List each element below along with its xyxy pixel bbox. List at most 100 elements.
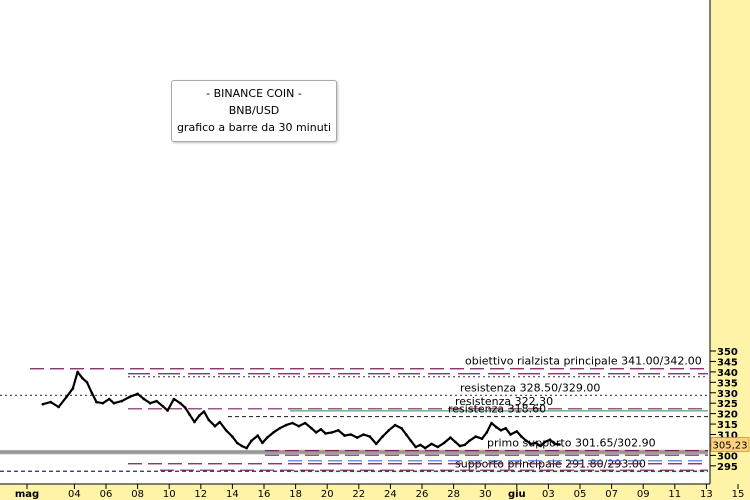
price-layer (41, 370, 561, 450)
price-point-45 (303, 421, 307, 425)
price-point-64 (414, 445, 418, 449)
price-point-85 (525, 439, 528, 443)
y-tick-label-340: 340 (717, 368, 738, 379)
price-point-6 (81, 376, 84, 380)
price-point-71 (453, 440, 457, 444)
price-point-52 (343, 434, 346, 437)
price-point-32 (231, 435, 234, 438)
price-point-25 (193, 420, 196, 424)
price-point-15 (136, 392, 139, 396)
price-point-63 (409, 439, 413, 443)
x-tick-label-0: mag (15, 489, 39, 500)
price-point-70 (449, 436, 452, 439)
price-point-31 (224, 429, 228, 432)
x-tick-label-22: 15 (732, 489, 745, 500)
price-point-27 (202, 410, 206, 413)
price-point-22 (179, 401, 182, 405)
x-tick-label-20: 11 (668, 489, 681, 500)
level-label-3: resistenza 318.60 (448, 403, 546, 416)
price-point-54 (355, 436, 359, 439)
level-label-4: primo supporto 301.65/302.90 (487, 437, 656, 450)
price-point-4 (71, 387, 75, 390)
levels-layer: obiettivo rialzista principale 341.00/34… (0, 355, 708, 472)
x-tick-label-4: 10 (163, 489, 176, 500)
chart-title-line-1: - BINANCE COIN - (206, 87, 302, 100)
chart-title-line-3: grafico a barre da 30 minuti (176, 121, 332, 134)
x-tick-label-6: 14 (226, 489, 239, 500)
price-point-55 (362, 433, 365, 436)
x-tick-label-14: 30 (479, 489, 492, 500)
level-label-2: resistenza 322.30 (455, 395, 553, 408)
price-point-66 (423, 446, 427, 450)
level-label-0: obiettivo rialzista principale 341.00/34… (465, 355, 702, 368)
price-point-28 (207, 418, 210, 422)
price-point-29 (213, 424, 217, 428)
price-point-73 (463, 443, 467, 447)
x-tick-label-9: 20 (321, 489, 334, 500)
price-point-76 (480, 437, 484, 441)
price-point-43 (291, 421, 294, 425)
y-tick-label-345: 345 (717, 357, 738, 368)
price-point-20 (166, 409, 169, 412)
x-tick-label-21: 13 (700, 489, 713, 500)
price-point-39 (265, 436, 269, 439)
price-point-60 (393, 423, 397, 427)
x-tick-label-17: 05 (574, 489, 587, 500)
price-point-50 (330, 431, 334, 434)
y-tick-label-310: 310 (717, 431, 738, 442)
price-point-48 (319, 428, 323, 431)
price-point-90 (548, 438, 552, 442)
x-tick-label-11: 24 (384, 489, 397, 500)
x-tick-label-1: 04 (68, 489, 81, 500)
x-tick-label-19: 09 (637, 489, 650, 500)
price-point-84 (520, 435, 523, 438)
price-point-14 (128, 395, 131, 399)
x-tick-label-3: 08 (131, 489, 144, 500)
price-point-88 (539, 444, 542, 448)
price-point-23 (183, 406, 187, 409)
price-point-92 (558, 443, 561, 446)
price-point-2 (57, 405, 60, 409)
price-point-1 (49, 400, 52, 404)
x-tick-label-2: 06 (100, 489, 113, 500)
price-point-59 (387, 429, 391, 432)
plot-background (0, 0, 710, 484)
price-point-69 (442, 441, 446, 445)
y-axis-panel (710, 0, 750, 484)
level-label-1: resistenza 328.50/329.00 (460, 381, 600, 394)
price-point-89 (543, 440, 547, 444)
x-tick-label-12: 26 (416, 489, 429, 500)
x-tick-label-8: 18 (289, 489, 302, 500)
price-point-65 (419, 443, 422, 447)
price-point-74 (468, 439, 471, 443)
x-axis-panel (0, 484, 750, 500)
price-point-62 (404, 433, 408, 436)
price-point-51 (337, 429, 340, 432)
price-point-47 (314, 431, 318, 434)
price-point-40 (272, 431, 275, 434)
y-tick-label-315: 315 (717, 420, 738, 431)
price-point-18 (155, 399, 158, 403)
price-point-77 (485, 431, 489, 434)
price-point-58 (381, 435, 384, 438)
price-point-5 (76, 370, 79, 374)
price-point-26 (197, 414, 201, 418)
x-ticks-layer: mag 04 06 08 10 12 14 16 18 20 22 24 26 28 30 giu 03 05 07… (15, 484, 745, 500)
last-price-label: 305,23 (713, 440, 748, 451)
x-tick-label-13: 28 (447, 489, 460, 500)
price-point-78 (490, 421, 493, 425)
price-point-57 (374, 442, 378, 446)
price-point-16 (142, 397, 146, 401)
price-point-61 (400, 426, 403, 430)
price-point-68 (436, 445, 440, 449)
price-point-81 (504, 426, 508, 430)
y-tick-label-295: 295 (717, 462, 738, 473)
y-tick-label-335: 335 (717, 378, 738, 389)
price-point-10 (101, 401, 105, 405)
x-tick-label-5: 12 (194, 489, 207, 500)
price-point-91 (553, 442, 556, 446)
price-point-12 (112, 401, 116, 405)
price-point-36 (250, 439, 253, 443)
y-tick-label-325: 325 (717, 399, 738, 410)
price-point-19 (161, 405, 165, 408)
